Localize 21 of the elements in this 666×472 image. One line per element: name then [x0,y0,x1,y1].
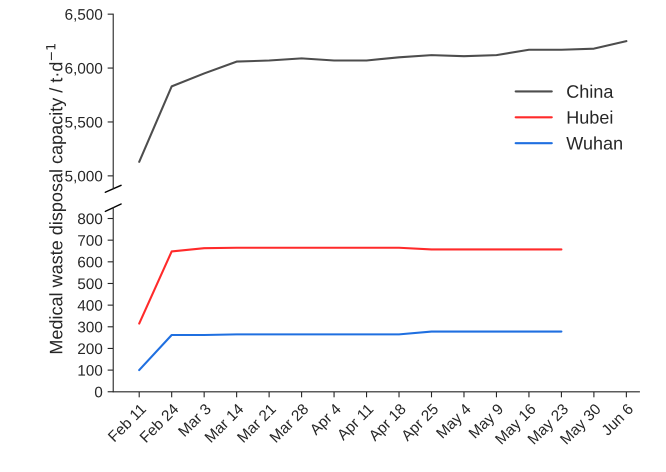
y-tick-label: 700 [78,235,102,246]
y-tick-label: 300 [78,322,102,332]
x-tick-label: Jun 6 [600,402,634,436]
y-tick-label: 100 [78,364,102,376]
y-tick-label: 600 [78,256,102,268]
line-series [138,40,628,163]
y-tick-label: 6,000 [65,62,102,76]
y-tick-label: 400 [78,300,102,311]
y-tick-label: 200 [78,343,102,354]
line-series [138,246,562,325]
y-tick-label: 800 [78,213,102,224]
legend-label: China [567,84,614,98]
y-tick-label: 0 [94,386,102,398]
line-series [138,330,562,372]
legend-label: Wuhan [566,136,622,150]
y-tick-label: 6,500 [65,9,102,22]
y-tick-label: 500 [78,278,102,290]
legend-label: Hubei [568,110,612,124]
y-axis-title: Medical waste disposal capacity / t·d$^{−1}$ [46,44,66,354]
y-tick-label: 5,500 [65,116,102,130]
y-tick-label: 5,000 [65,170,102,184]
